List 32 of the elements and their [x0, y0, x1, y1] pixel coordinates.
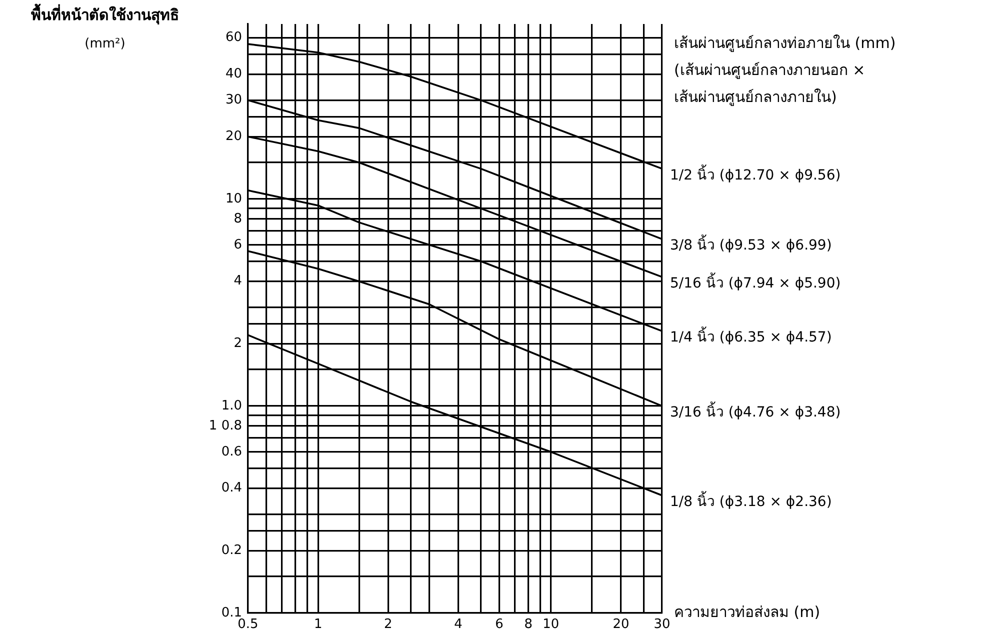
y-tick-label: 0.2	[221, 543, 242, 558]
x-tick-label: 10	[542, 617, 560, 632]
y-tick-label: 6	[234, 237, 242, 252]
y-tick-label: 1 0.8	[208, 418, 242, 434]
series-label: 5/16 นิ้ว (ϕ7.94 × ϕ5.90)	[670, 272, 841, 292]
series-label: 1/8 นิ้ว (ϕ3.18 × ϕ2.36)	[670, 491, 832, 510]
y-tick-label: 10	[225, 191, 242, 206]
x-tick-label: 30	[654, 617, 670, 632]
x-tick-label: 8	[524, 617, 532, 632]
y-tick-label: 2	[234, 336, 242, 352]
series-label: 1/4 นิ้ว (ϕ6.35 × ϕ4.57)	[670, 326, 832, 346]
x-tick-label: 4	[454, 617, 462, 632]
y-tick-label: 0.6	[221, 444, 242, 460]
x-tick-label: 6	[495, 617, 504, 632]
x-tick-label: 1	[314, 617, 322, 632]
y-tick-label: 4	[234, 274, 242, 289]
series-label: 3/8 นิ้ว (ϕ9.53 × ϕ6.99)	[670, 234, 832, 254]
y-tick-label: 30	[225, 92, 242, 108]
y-tick-label: 40	[225, 66, 242, 82]
y-tick-label: 1.0	[221, 398, 242, 414]
y-tick-label: 8	[234, 211, 242, 226]
series-label: 3/16 นิ้ว (ϕ4.76 × ϕ3.48)	[670, 402, 841, 421]
y-tick-label: 0.4	[221, 480, 242, 496]
y-tick-label: 60	[225, 30, 242, 46]
series-label: 1/2 นิ้ว (ϕ12.70 × ϕ9.56)	[670, 164, 841, 184]
y-axis-title: พื้นที่หน้าตัดใช้งานสุทธิ (mm²)	[31, 2, 179, 52]
x-tick-label: 0.5	[238, 617, 258, 632]
y-tick-label: 20	[225, 129, 242, 144]
x-tick-label: 2	[384, 617, 392, 632]
legend-title: เส้นผ่านศูนย์กลางท่อภายใน (mm) (เส้นผ่านศูนย์กลางภายนอก × เส้นผ่านศูนย์กลางภายใน)	[674, 34, 896, 106]
x-axis-title: ความยาวท่อส่งลม (m)	[674, 602, 820, 621]
x-tick-label: 20	[612, 617, 630, 632]
